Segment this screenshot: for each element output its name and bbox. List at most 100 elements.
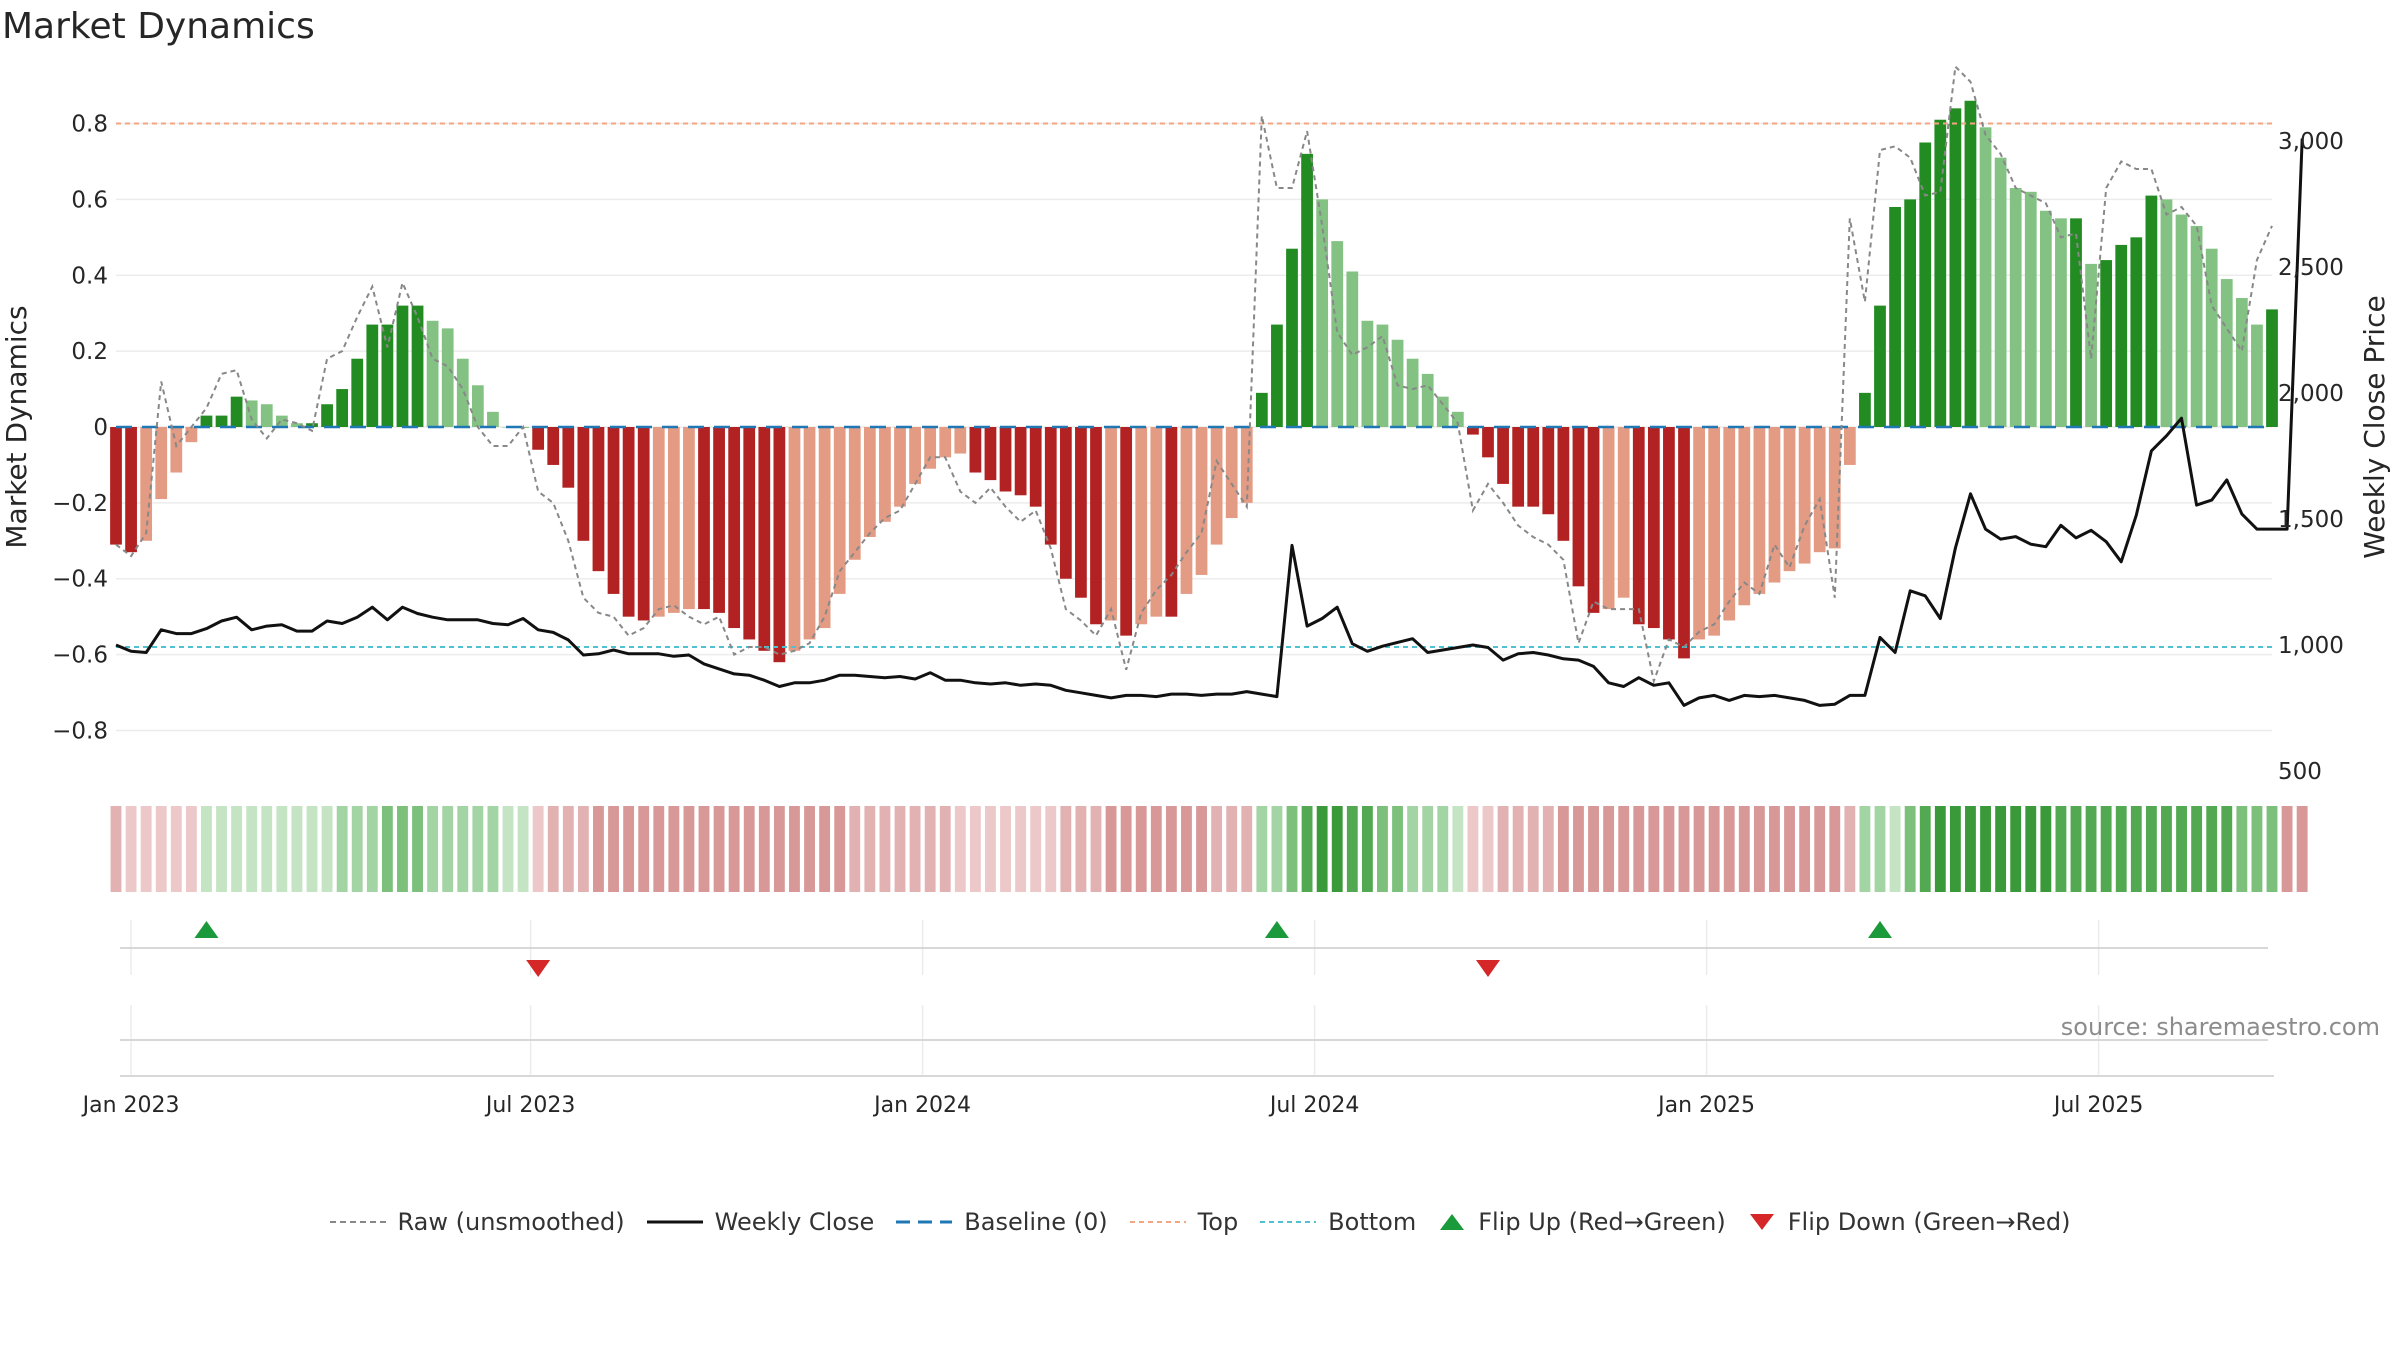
bar: [833, 427, 846, 594]
bar: [1647, 427, 1660, 629]
y-tick-label: −0.6: [52, 643, 108, 669]
legend-item-weekly-close: Weekly Close: [646, 1208, 874, 1236]
zone-cell: [1769, 806, 1780, 892]
zone-cell: [1165, 806, 1177, 892]
zone-cell: [110, 806, 122, 892]
bar: [532, 427, 545, 450]
bar: [1964, 100, 1977, 428]
zone-cell: [170, 806, 182, 892]
bar: [818, 427, 831, 629]
zone-cell: [713, 806, 725, 892]
x-tick-label: Jan 2024: [872, 1093, 971, 1118]
solid-line-icon: [646, 1220, 703, 1224]
zone-cell: [1256, 806, 1268, 892]
zone-cell: [1527, 806, 1539, 892]
bar: [863, 427, 876, 538]
weekly-close-line: [115, 138, 2304, 707]
y2-axis-title: Weekly Close Price: [2358, 295, 2391, 558]
bar: [2115, 244, 2128, 427]
bar: [2024, 191, 2037, 427]
zone-cell: [1226, 806, 1238, 892]
zone-cell: [2040, 806, 2052, 892]
zone-cell: [2296, 806, 2308, 892]
bar: [2130, 237, 2143, 427]
zone-cell: [1090, 806, 1102, 892]
zone-cell: [909, 806, 921, 892]
bar: [728, 427, 741, 629]
zone-cell: [1980, 806, 1991, 892]
zone-cell: [231, 806, 243, 892]
zone-cell: [939, 806, 951, 892]
zone-cell: [1211, 806, 1223, 892]
zone-cell: [2070, 806, 2082, 892]
bar: [1044, 427, 1057, 545]
bar: [1029, 427, 1042, 507]
bar: [999, 427, 1012, 492]
zone-cell: [1708, 806, 1720, 892]
bar: [2220, 279, 2233, 427]
bar: [1059, 427, 1072, 579]
zone-cell: [2025, 806, 2037, 892]
bar: [2055, 218, 2067, 427]
legend-label: Top: [1197, 1208, 1239, 1236]
zone-cell: [894, 806, 906, 892]
zone-cell: [1738, 806, 1750, 892]
bar: [1482, 427, 1494, 458]
series-lines: [115, 64, 2304, 707]
y2-tick-label: 500: [2278, 759, 2322, 785]
zone-cell: [155, 806, 167, 892]
zone-cell: [924, 806, 936, 892]
bar: [200, 415, 213, 427]
zone-cell: [1648, 806, 1660, 892]
legend-label: Raw (unsmoothed): [397, 1208, 625, 1236]
dashed-line-icon: [329, 1221, 386, 1223]
zone-cell: [834, 806, 846, 892]
zone-cell: [2161, 806, 2172, 892]
bar: [2039, 210, 2052, 427]
bar: [215, 415, 228, 427]
zone-cell: [879, 806, 891, 892]
zone-cell: [291, 806, 303, 892]
bar: [1421, 373, 1434, 427]
bar: [1919, 142, 1932, 427]
y-tick-label: 0.4: [71, 263, 108, 289]
zone-cell: [1512, 806, 1524, 892]
bar: [592, 427, 605, 572]
bar: [1286, 248, 1298, 427]
zone-cell: [1949, 806, 1961, 892]
y2-tick-label: 3,000: [2278, 129, 2344, 155]
zone-cell: [653, 806, 665, 892]
dashed-line-icon: [896, 1220, 953, 1224]
bar: [1738, 427, 1751, 606]
flip-up-marker: [1264, 921, 1289, 938]
bar: [577, 427, 590, 541]
zone-cell: [336, 806, 348, 892]
legend-label: Flip Down (Green→Red): [1787, 1208, 2071, 1236]
bar: [1828, 427, 1841, 549]
bar: [336, 389, 349, 427]
zone-cell: [276, 806, 288, 892]
bar: [924, 427, 937, 469]
zone-cell: [1377, 806, 1388, 892]
bar: [1663, 427, 1675, 640]
bar: [170, 427, 183, 473]
bar: [1165, 427, 1178, 617]
legend-item-top: Top: [1129, 1208, 1239, 1236]
bar: [683, 427, 695, 610]
bar: [185, 427, 198, 443]
zone-cell: [1678, 806, 1690, 892]
zone-cell: [397, 806, 408, 892]
zone-cell: [1557, 806, 1569, 892]
bar: [909, 427, 921, 484]
bar: [1753, 427, 1766, 594]
zone-cell: [593, 806, 604, 892]
zone-cell: [1995, 806, 2007, 892]
zone-cell: [351, 806, 363, 892]
bar: [713, 427, 725, 613]
zone-cell: [1181, 806, 1192, 892]
bar: [1180, 427, 1193, 594]
bar: [1467, 427, 1479, 435]
x-tick-label: Jan 2023: [81, 1093, 180, 1118]
zone-cell: [1799, 806, 1811, 892]
bar: [2235, 298, 2248, 427]
